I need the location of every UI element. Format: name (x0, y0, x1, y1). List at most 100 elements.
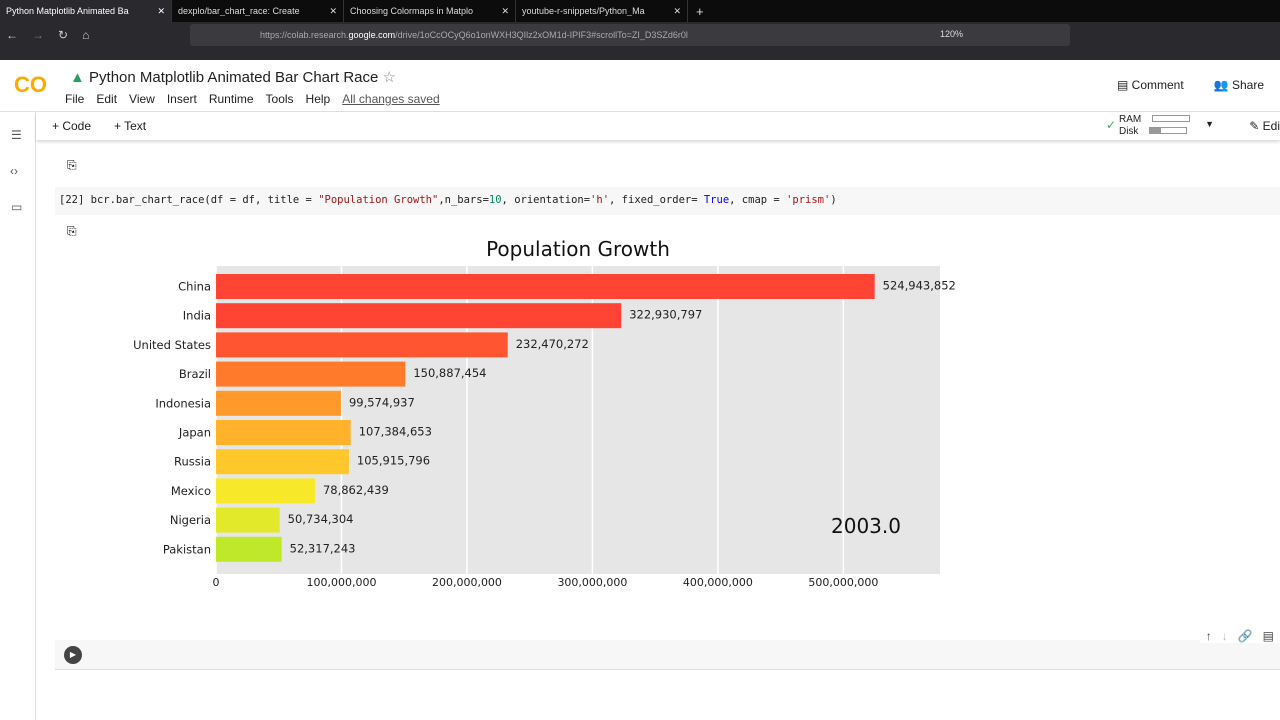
menu-tools[interactable]: Tools (265, 92, 294, 106)
star-icon[interactable]: ☆ (382, 69, 396, 86)
share-button[interactable]: 👥 Share (1214, 78, 1264, 92)
move-down-icon[interactable]: ↓ (1221, 629, 1228, 643)
y-tick-label: Russia (174, 455, 211, 469)
close-icon[interactable]: ✕ (501, 5, 509, 16)
code-text: True (703, 194, 730, 206)
close-icon[interactable]: ✕ (329, 5, 337, 16)
code-text: , orientation= (501, 194, 591, 206)
bar-value-label: 50,734,304 (288, 512, 354, 526)
tab-colab[interactable]: Python Matplotlib Animated Ba ✕ (0, 0, 172, 22)
edit-label: Edi (1262, 119, 1280, 133)
menu-help[interactable]: Help (305, 92, 331, 106)
x-tick-label: 300,000,000 (557, 576, 627, 589)
back-icon[interactable]: ← (6, 28, 18, 42)
notebook-title[interactable]: Python Matplotlib Animated Bar Chart Rac… (89, 69, 379, 86)
menu-runtime[interactable]: Runtime (208, 92, 254, 106)
y-tick-label: Nigeria (170, 513, 211, 527)
add-text-button[interactable]: + Text (114, 119, 147, 133)
x-tick-label: 200,000,000 (432, 576, 502, 589)
tab-title: Python Matplotlib Animated Ba (6, 6, 129, 16)
bar (216, 420, 351, 445)
code-text: , cmap = (729, 194, 787, 206)
period-label: 2003.0 (831, 514, 901, 538)
bar (216, 449, 349, 475)
tab-bar: Python Matplotlib Animated Ba ✕ dexplo/ba… (0, 0, 1280, 22)
menu-bar: File Edit View Insert Runtime Tools Help… (65, 92, 440, 106)
share-label: Share (1231, 78, 1264, 92)
ram-label: RAM (1118, 114, 1142, 125)
comment-button[interactable]: ▤ Comment (1117, 78, 1184, 92)
disk-label: Disk (1118, 126, 1139, 137)
bar-value-label: 52,317,243 (290, 541, 356, 555)
bar (216, 361, 406, 387)
tab-title: Choosing Colormaps in Matplo (350, 6, 474, 16)
y-tick-label: United States (133, 338, 211, 352)
comment-label: Comment (1131, 78, 1184, 92)
y-tick-label: Mexico (171, 484, 211, 498)
bar-value-label: 78,862,439 (323, 483, 389, 497)
bar-value-label: 524,943,852 (883, 279, 956, 293)
bar-value-label: 105,915,796 (357, 454, 430, 468)
chart-title: Population Growth (486, 237, 670, 261)
code-cell[interactable]: [22] bcr.bar_chart_race(df = df, title =… (55, 187, 1280, 215)
reload-icon[interactable]: ↻ (58, 28, 69, 42)
bar-value-label: 232,470,272 (516, 337, 589, 351)
run-cell-button[interactable]: ▶ (64, 646, 82, 664)
menu-file[interactable]: File (65, 92, 85, 106)
bar-value-label: 107,384,653 (359, 425, 432, 439)
plot-area (216, 266, 940, 574)
cell-index: [22] (59, 194, 85, 206)
bar (216, 390, 341, 416)
move-up-icon[interactable]: ↑ (1205, 629, 1212, 643)
code-snippets-icon[interactable]: ‹› (10, 164, 18, 178)
edit-button[interactable]: ✎ Edi (1249, 119, 1280, 133)
drive-icon: ▲ (70, 69, 85, 86)
resources-indicator[interactable]: RAM Disk (1119, 114, 1190, 138)
new-tab-icon[interactable]: + (696, 4, 704, 19)
colab-logo[interactable]: CO (14, 72, 47, 97)
url-prefix: https://colab.research. (260, 30, 349, 40)
disk-bar (1149, 127, 1188, 134)
url-bar[interactable]: https://colab.research. google.com/drive/… (190, 24, 1070, 46)
bar (216, 507, 280, 533)
tab-github-1[interactable]: dexplo/bar_chart_race: Create ✕ (172, 0, 344, 22)
x-tick-label: 100,000,000 (306, 576, 376, 589)
menu-insert[interactable]: Insert (166, 92, 197, 106)
comment-cell-icon[interactable]: ▤ (1262, 629, 1274, 643)
save-status[interactable]: All changes saved (342, 92, 440, 106)
code-text: , fixed_order= (609, 194, 704, 206)
menu-edit[interactable]: Edit (96, 92, 118, 106)
tab-matplotlib[interactable]: Choosing Colormaps in Matplo ✕ (344, 0, 516, 22)
output-icon: ⎘ (67, 224, 77, 238)
ram-bar (1152, 115, 1190, 122)
code-text: 'prism' (786, 194, 831, 206)
home-icon[interactable]: ⌂ (82, 28, 90, 42)
add-code-button[interactable]: + Code (52, 119, 92, 133)
close-icon[interactable]: ✕ (673, 5, 681, 16)
tab-title: dexplo/bar_chart_race: Create (178, 6, 300, 16)
code-text: ) (830, 194, 837, 206)
tab-title: youtube-r-snippets/Python_Ma (522, 6, 645, 16)
x-tick-label: 500,000,000 (808, 576, 878, 589)
notebook-toolbar: + Code + Text ✓ RAM Disk ▼ ✎ Edi (36, 112, 1280, 140)
code-text: ,n_bars= (438, 194, 489, 206)
url-suffix: /drive/1oCcOCyQ6o1onWXH3QIlz2xOM1d-IPIF3… (395, 30, 688, 40)
menu-view[interactable]: View (129, 92, 155, 106)
link-icon[interactable]: 🔗 (1237, 629, 1253, 643)
empty-code-cell[interactable]: ▶ (55, 640, 1280, 670)
forward-icon[interactable]: → (32, 28, 44, 42)
bar (216, 332, 508, 358)
toc-icon[interactable]: ☰ (11, 128, 22, 142)
bar (216, 303, 622, 329)
close-icon[interactable]: ✕ (157, 5, 165, 16)
bar (216, 536, 282, 562)
zoom-level[interactable]: 120% (940, 29, 964, 39)
tab-github-2[interactable]: youtube-r-snippets/Python_Ma ✕ (516, 0, 688, 22)
files-icon[interactable]: ▭ (11, 200, 23, 214)
cell-toolbar: ↑ ↓ 🔗 ▤ (1199, 629, 1280, 643)
y-tick-label: Japan (178, 426, 211, 440)
output-icon: ⎘ (67, 158, 77, 172)
bar-value-label: 322,930,797 (629, 308, 702, 322)
code-text: "Population Growth" (318, 194, 439, 206)
dropdown-icon[interactable]: ▼ (1205, 119, 1214, 129)
